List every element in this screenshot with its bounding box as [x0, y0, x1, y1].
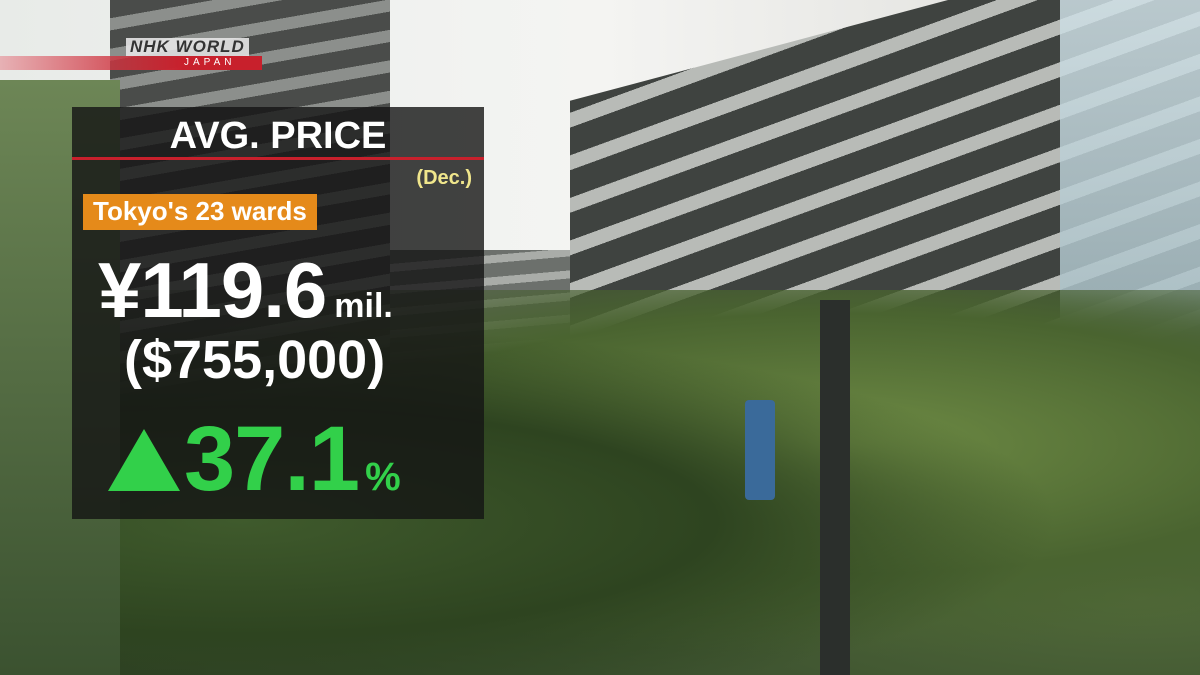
period-label: (Dec.)	[416, 167, 472, 189]
panel-title: AVG. PRICE	[169, 115, 387, 157]
price-unit: mil.	[334, 287, 393, 325]
logo-subtext: JAPAN	[184, 57, 236, 68]
price-value: ¥119.6	[98, 246, 327, 334]
street-sign	[745, 400, 775, 500]
change-unit: %	[365, 455, 401, 499]
price-change: 37.1%	[108, 407, 401, 512]
change-value: 37.1	[184, 408, 360, 510]
price-info-panel: AVG. PRICE (Dec.) Tokyo's 23 wards ¥119.…	[72, 107, 484, 519]
logo-text: NHK WORLD	[126, 38, 249, 56]
price-usd: ($755,000)	[124, 330, 386, 390]
logo-stripe	[0, 56, 262, 70]
price-yen: ¥119.6 mil.	[98, 245, 393, 336]
utility-pole	[820, 300, 850, 675]
up-triangle-icon	[108, 428, 180, 491]
region-badge: Tokyo's 23 wards	[83, 194, 317, 230]
nhk-world-logo: NHK WORLD JAPAN	[0, 38, 262, 72]
title-divider	[72, 157, 484, 160]
